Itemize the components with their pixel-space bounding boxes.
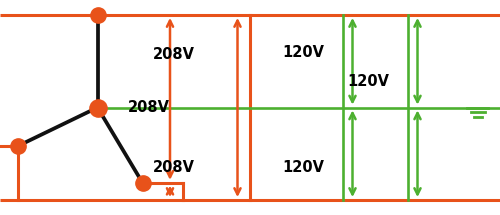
- Point: [138, 181, 146, 184]
- Text: 208V: 208V: [152, 160, 194, 175]
- Text: 120V: 120V: [282, 160, 325, 175]
- Text: 120V: 120V: [348, 74, 390, 89]
- Text: 208V: 208V: [128, 100, 170, 115]
- Text: 208V: 208V: [152, 47, 194, 62]
- Point: [14, 144, 22, 148]
- Point: [94, 106, 102, 109]
- Text: 120V: 120V: [282, 45, 325, 60]
- Point: [94, 13, 102, 17]
